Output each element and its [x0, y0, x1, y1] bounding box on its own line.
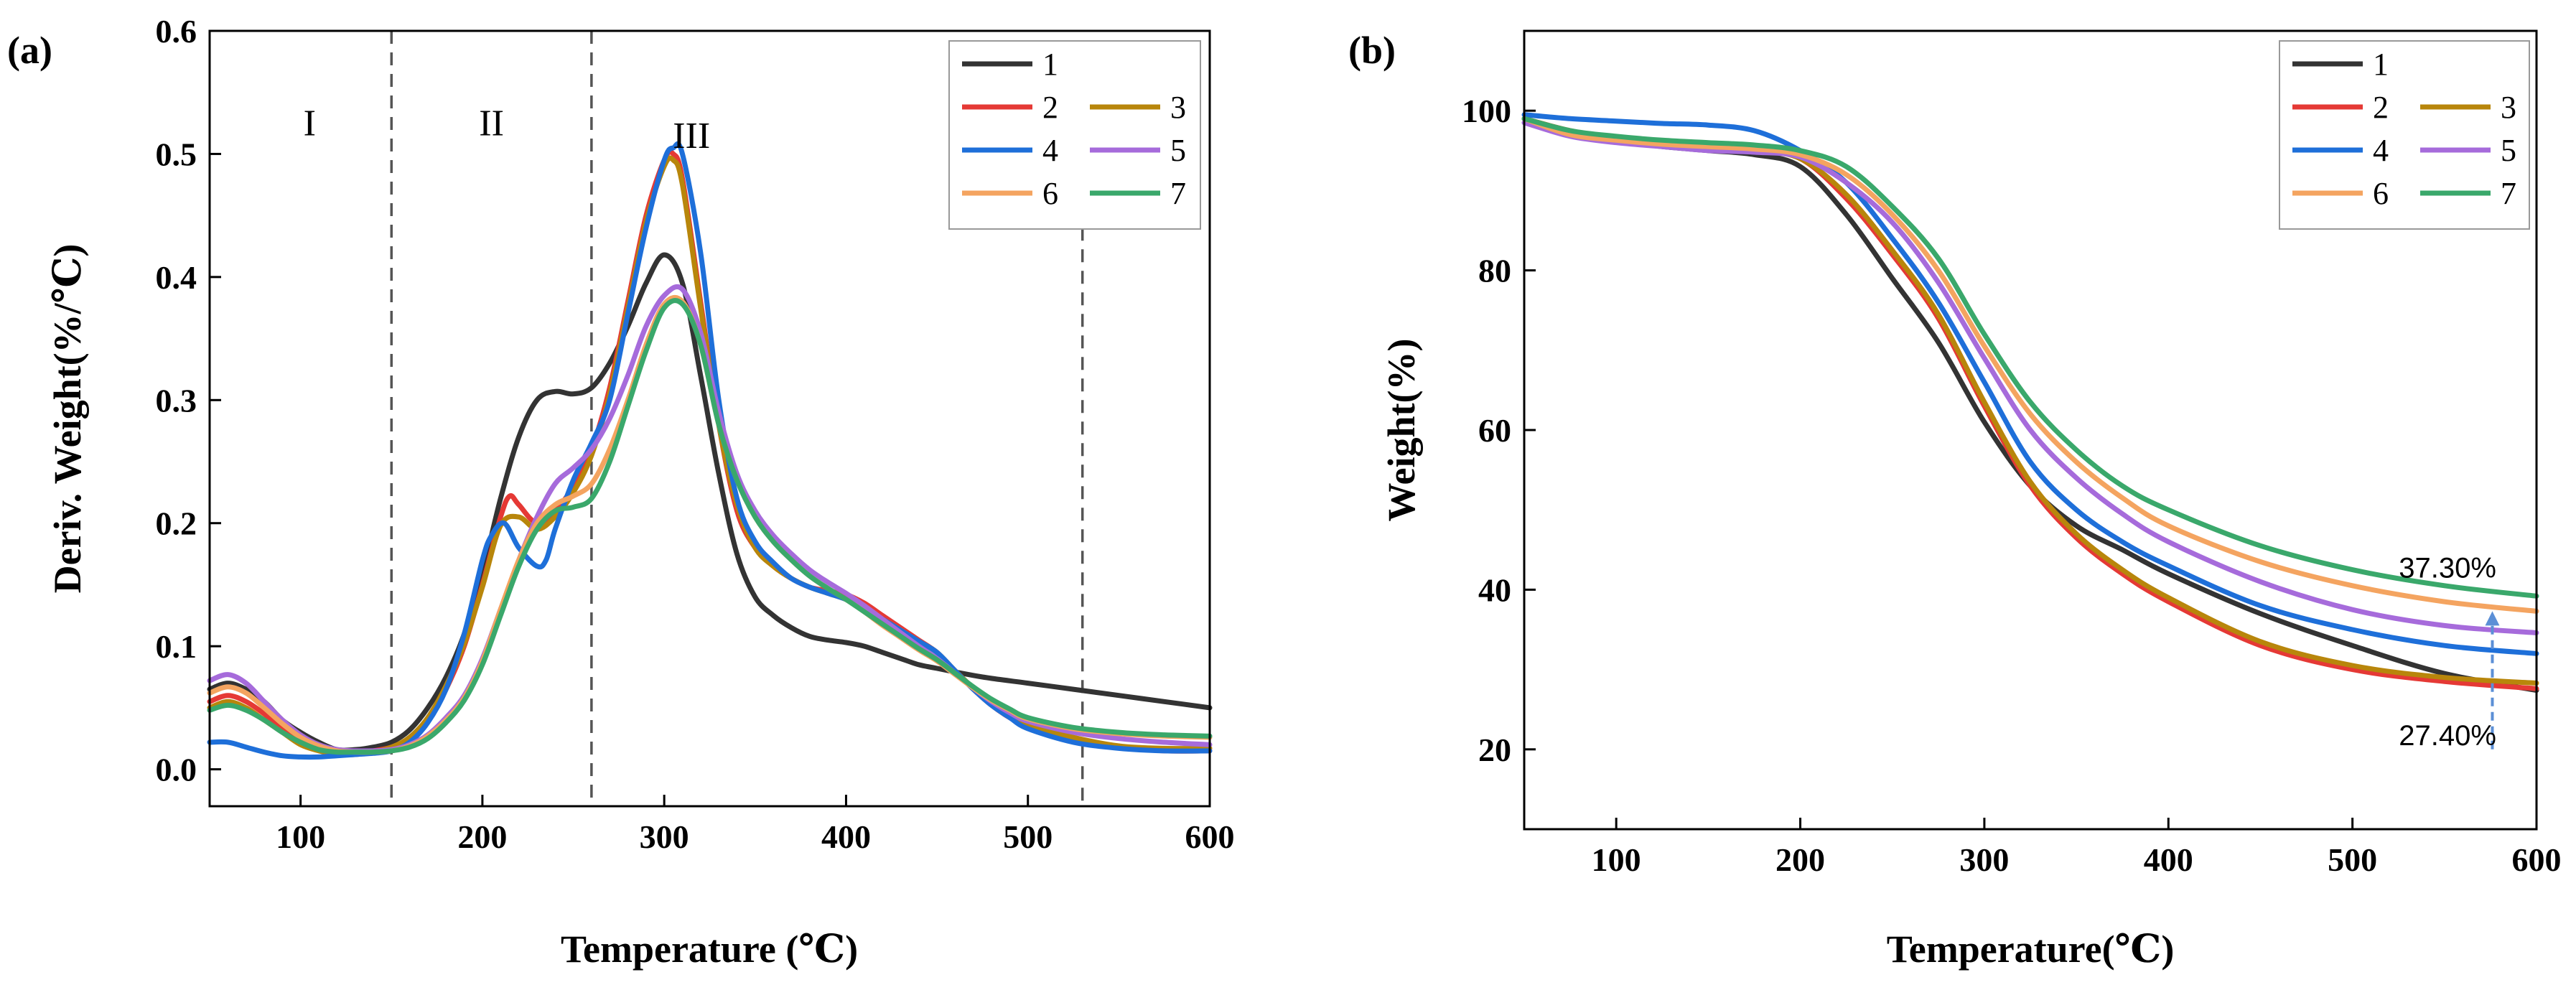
- panel-b-legend: 1 2 3 4 5 6 7: [2279, 40, 2530, 230]
- y-tick-label: 100: [1462, 93, 1511, 129]
- x-tick-label: 100: [276, 818, 325, 855]
- x-tick-label: 200: [1775, 841, 1825, 878]
- range-arrow-head: [2485, 611, 2500, 626]
- y-tick-label: 80: [1478, 253, 1511, 289]
- panel-a-series: [207, 141, 1213, 760]
- y-tick-label: 0.3: [156, 382, 197, 419]
- y-tick-label: 0.6: [156, 13, 197, 50]
- legend-label-4: 4: [2373, 133, 2389, 168]
- panel-a-legend: 1 2 3 4 5 6 7: [948, 40, 1201, 230]
- panel-b-y-ticks: 20 40 60 80 100: [1462, 93, 1536, 768]
- panel-b-legend-box: [2279, 40, 2530, 230]
- panel-b-label: (b): [1348, 29, 1396, 72]
- panel-a-y-ticks: 0.0 0.1 0.2 0.3 0.4 0.5 0.6: [156, 13, 221, 788]
- x-tick-label: 300: [640, 818, 689, 855]
- x-tick-label: 100: [1592, 841, 1641, 878]
- panel-a: (a) 100 200 300 400 500 600 0.00.10.20.30.40.…: [7, 13, 1235, 971]
- panel-b-y-axis-title: Weight(%): [1380, 339, 1423, 522]
- legend-label-3: 3: [2501, 90, 2516, 125]
- x-tick-label: 400: [2144, 841, 2193, 878]
- x-tick-label: 300: [1959, 841, 2009, 878]
- y-tick-label: 0.1: [156, 628, 197, 665]
- region-label: II: [479, 103, 504, 144]
- panel-a-region-dividers: [390, 31, 1084, 806]
- panel-a-label: (a): [7, 29, 52, 72]
- legend-label-7: 7: [1170, 176, 1186, 211]
- y-tick-label: 60: [1478, 412, 1511, 449]
- panel-a-legend-box: [948, 40, 1201, 230]
- panel-a-x-ticks: 100 200 300 400 500 600: [276, 795, 1235, 855]
- y-tick-label: 0.5: [156, 136, 197, 172]
- y-tick-label: 0.2: [156, 505, 197, 542]
- series-line-7: [207, 298, 1213, 755]
- residue-annotation: 27.40%: [2399, 720, 2496, 752]
- panel-b-series: [1521, 112, 2539, 693]
- legend-label-3: 3: [1170, 90, 1186, 125]
- panel-a-y-axis-title: Deriv. Weight(%/℃): [46, 244, 89, 594]
- series-line-2: [207, 149, 1213, 757]
- series-line-4: [207, 141, 1213, 760]
- legend-label-5: 5: [2501, 133, 2516, 168]
- y-tick-label: 40: [1478, 571, 1511, 608]
- legend-label-5: 5: [1170, 133, 1186, 168]
- legend-label-2: 2: [2373, 90, 2389, 125]
- legend-label-2: 2: [1042, 90, 1058, 125]
- region-label: I: [304, 103, 316, 144]
- x-tick-label: 500: [1003, 818, 1053, 855]
- series-line-6: [1521, 116, 2539, 614]
- panel-a-region-labels: I II III: [304, 103, 711, 157]
- series-line-3: [207, 155, 1213, 758]
- y-tick-label: 20: [1478, 732, 1511, 768]
- y-tick-label: 0.4: [156, 259, 197, 296]
- residue-annotation: 37.30%: [2399, 553, 2496, 584]
- legend-label-7: 7: [2501, 176, 2516, 211]
- x-tick-label: 200: [457, 818, 507, 855]
- region-label: III: [673, 116, 710, 157]
- panel-a-plot-frame: [208, 29, 1211, 808]
- y-tick-label: 0.0: [156, 752, 197, 788]
- x-tick-label: 600: [1185, 818, 1235, 855]
- legend-label-4: 4: [1042, 133, 1058, 168]
- series-line-5: [1521, 120, 2539, 635]
- panel-b: (b) 100 200 300 400 500 600 20 40 60 80 100 37.30…: [1348, 29, 2562, 971]
- x-tick-label: 400: [821, 818, 871, 855]
- x-tick-label: 500: [2328, 841, 2377, 878]
- panel-b-x-axis-title: Temperature(℃): [1887, 928, 2175, 971]
- legend-label-6: 6: [2373, 176, 2389, 211]
- legend-label-1: 1: [2373, 47, 2389, 82]
- x-tick-label: 600: [2512, 841, 2562, 878]
- series-line-4: [1521, 112, 2539, 656]
- series-line-7: [1521, 116, 2539, 599]
- legend-label-1: 1: [1042, 47, 1058, 82]
- legend-label-6: 6: [1042, 176, 1058, 211]
- panel-b-x-ticks: 100 200 300 400 500 600: [1592, 818, 2562, 878]
- panel-a-x-axis-title: Temperature (℃): [561, 928, 858, 971]
- panel-b-annotations: 37.30% 27.40%: [2399, 553, 2500, 752]
